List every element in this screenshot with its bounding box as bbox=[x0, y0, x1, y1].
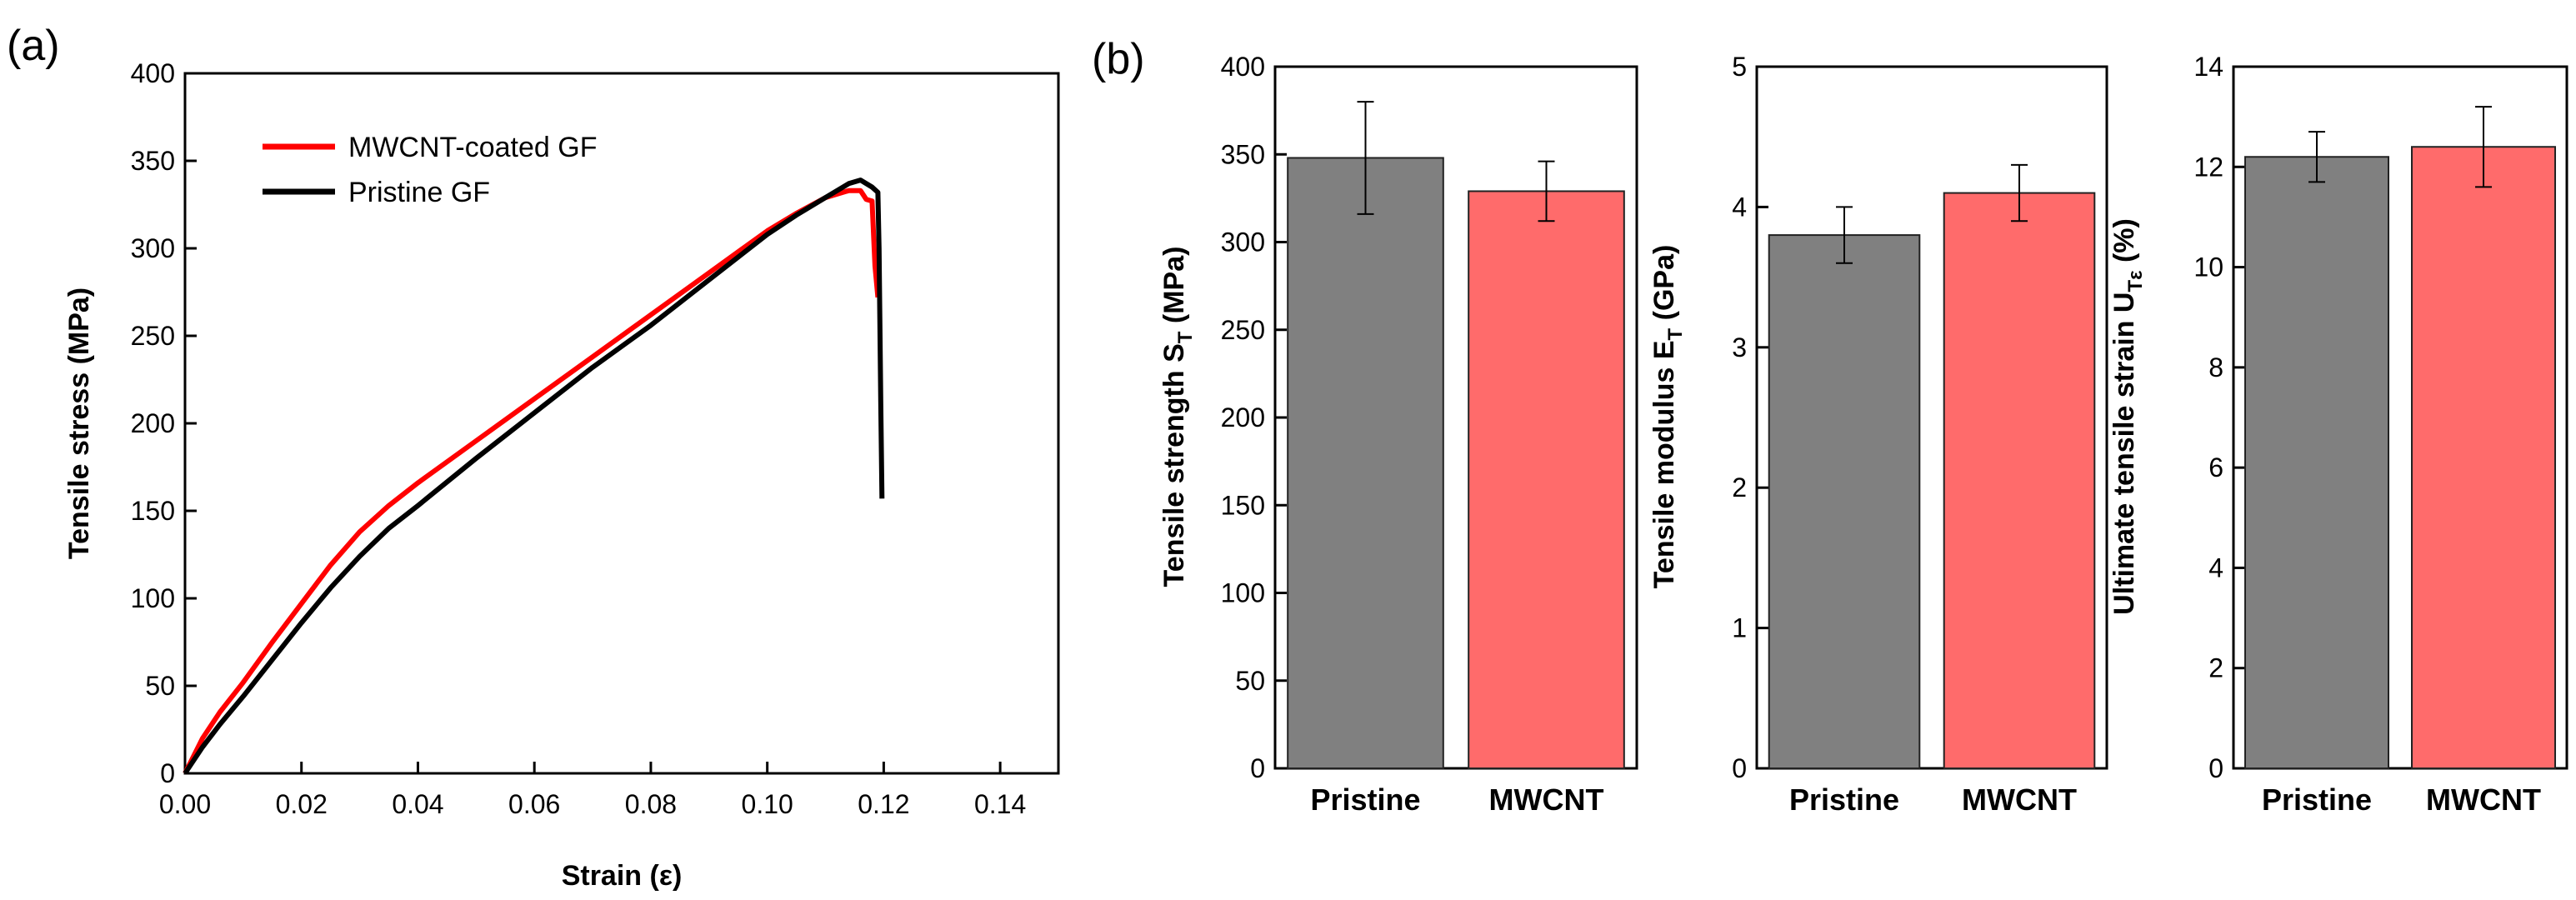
y-tick-label: 300 bbox=[131, 233, 175, 263]
y-tick-label: 350 bbox=[1221, 139, 1265, 169]
y-tick-label: 100 bbox=[131, 583, 175, 613]
category-label: MWCNT bbox=[1962, 782, 2077, 817]
y-tick-label: 250 bbox=[131, 321, 175, 351]
ylabel-main: Ultimate tensile strain U bbox=[2108, 292, 2140, 615]
y-axis-label-b1: Tensile strength ST (MPa) bbox=[1158, 247, 1197, 588]
bar-pristine bbox=[2244, 156, 2389, 769]
ylabel-main: Tensile modulus E bbox=[1648, 340, 1680, 588]
y-tick-label: 12 bbox=[2193, 152, 2223, 182]
y-tick-label: 2 bbox=[2208, 653, 2223, 683]
ylabel-unit: (MPa) bbox=[1158, 247, 1190, 332]
plot-frame-b3 bbox=[2232, 65, 2568, 770]
y-tick-label: 400 bbox=[131, 58, 175, 88]
x-tick-label: 0.02 bbox=[276, 789, 328, 819]
x-tick-label: 0.08 bbox=[625, 789, 677, 819]
panel-label-a: (a) bbox=[7, 22, 60, 70]
bar-mwcnt bbox=[2411, 146, 2556, 769]
y-tick-label: 200 bbox=[1221, 402, 1265, 432]
bar-mwcnt bbox=[1943, 192, 2096, 769]
y-tick-label: 200 bbox=[131, 408, 175, 438]
series-line-mwcnt bbox=[183, 188, 881, 775]
y-tick-label: 0 bbox=[1732, 753, 1747, 783]
legend: MWCNT-coated GF Pristine GF bbox=[263, 132, 597, 208]
y-tick-label: 50 bbox=[1235, 666, 1265, 696]
y-tick-label: 350 bbox=[131, 146, 175, 176]
ylabel-sub: T bbox=[1664, 328, 1687, 340]
y-axis-label-b3: Ultimate tensile strain UTε (%) bbox=[2108, 218, 2147, 615]
ylabel-main: Tensile strength S bbox=[1158, 343, 1190, 587]
plot-frame-b2 bbox=[1755, 65, 2108, 770]
y-tick-label: 5 bbox=[1732, 52, 1747, 82]
ylabel-unit: (GPa) bbox=[1648, 245, 1680, 328]
ylabel-unit: (%) bbox=[2108, 218, 2140, 270]
y-tick-label: 4 bbox=[2208, 552, 2223, 582]
x-axis-label-a: Strain (ε) bbox=[562, 860, 683, 892]
ylabel-sub: Tε bbox=[2124, 270, 2147, 292]
y-tick-label: 10 bbox=[2193, 252, 2223, 282]
category-label: Pristine bbox=[2262, 782, 2372, 817]
y-tick-label: 14 bbox=[2193, 52, 2223, 82]
panel-label-b: (b) bbox=[1092, 35, 1145, 83]
y-tick-label: 150 bbox=[1221, 490, 1265, 520]
bar-pristine bbox=[1287, 157, 1444, 769]
x-tick-label: 0.10 bbox=[742, 789, 793, 819]
stress-strain-chart: 0 50 100 150 200 250 300 350 400 0.00 0.02 0.04 0.0… bbox=[63, 58, 1060, 892]
tensile-strength-chart: 0 50 100 150 200 250 300 350 400 Pristine MWCNT Te… bbox=[1158, 52, 1638, 817]
y-tick-label: 100 bbox=[1221, 578, 1265, 608]
y-tick-label: 3 bbox=[1732, 332, 1747, 362]
y-tick-label: 0 bbox=[1250, 753, 1265, 783]
category-label: Pristine bbox=[1310, 782, 1420, 817]
legend-label-mwcnt: MWCNT-coated GF bbox=[348, 132, 597, 163]
x-tick-label: 0.06 bbox=[508, 789, 560, 819]
y-tick-label: 8 bbox=[2208, 352, 2223, 382]
x-tick-label: 0.04 bbox=[392, 789, 443, 819]
bar-mwcnt bbox=[1468, 190, 1625, 769]
x-tick-label: 0.00 bbox=[159, 789, 211, 819]
plot-frame-a bbox=[183, 72, 1060, 775]
category-label: MWCNT bbox=[1489, 782, 1604, 817]
x-tick-label: 0.12 bbox=[858, 789, 909, 819]
ylabel-sub: T bbox=[1174, 331, 1197, 343]
tensile-modulus-chart: 0 1 2 3 4 5 Pristine MWCNT Tensile modulus ET (… bbox=[1648, 52, 2108, 817]
x-tick-label: 0.14 bbox=[974, 789, 1026, 819]
y-tick-label: 6 bbox=[2208, 452, 2223, 482]
category-label: MWCNT bbox=[2426, 782, 2541, 817]
bar-pristine bbox=[1768, 234, 1921, 769]
y-axis-label-b2: Tensile modulus ET (GPa) bbox=[1648, 245, 1687, 589]
y-tick-label: 50 bbox=[145, 671, 175, 701]
category-label: Pristine bbox=[1789, 782, 1899, 817]
y-axis-label-a: Tensile stress (MPa) bbox=[63, 288, 95, 559]
y-tick-label: 1 bbox=[1732, 613, 1747, 643]
y-tick-label: 150 bbox=[131, 496, 175, 526]
y-tick-label: 0 bbox=[2208, 753, 2223, 783]
y-tick-label: 300 bbox=[1221, 228, 1265, 258]
series-line-pristine bbox=[183, 178, 885, 775]
y-tick-label: 400 bbox=[1221, 52, 1265, 82]
legend-label-pristine: Pristine GF bbox=[348, 177, 490, 208]
y-tick-label: 2 bbox=[1732, 472, 1747, 502]
y-tick-label: 0 bbox=[160, 758, 175, 788]
y-tick-label: 4 bbox=[1732, 192, 1747, 222]
ultimate-strain-chart: 0 2 4 6 8 10 12 14 Pristine MWCNT Ultimate tensil… bbox=[2108, 52, 2568, 817]
y-tick-label: 250 bbox=[1221, 315, 1265, 345]
